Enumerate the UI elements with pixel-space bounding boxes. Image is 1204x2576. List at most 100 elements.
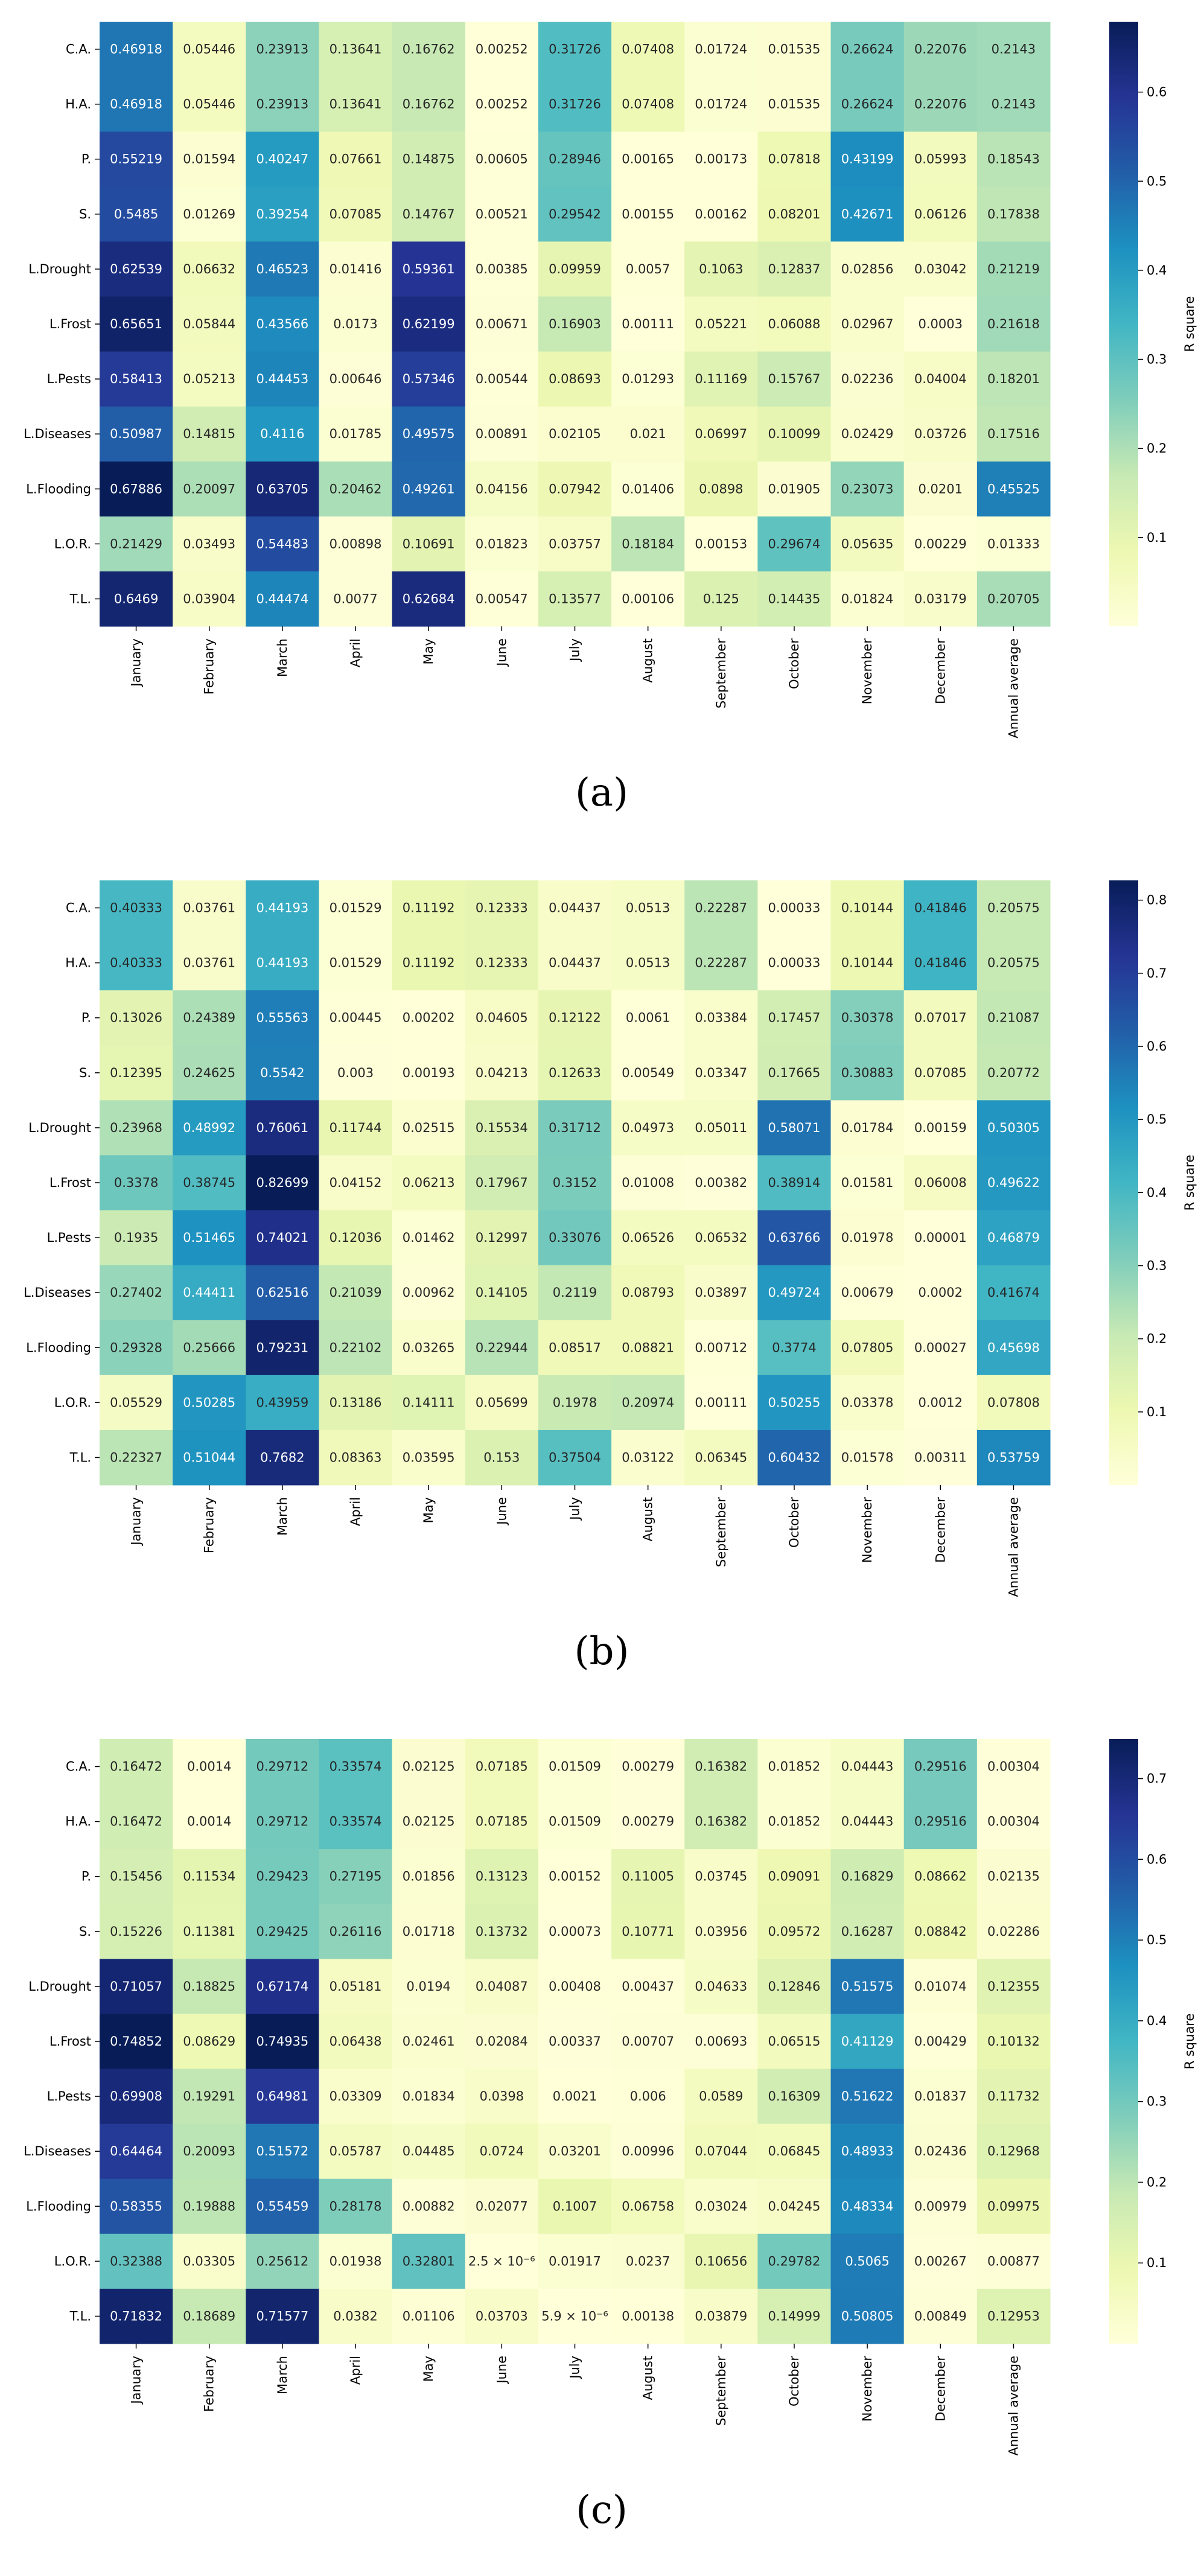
cell-value-label: 0.14875 xyxy=(403,152,455,167)
cell-value-label: 0.5065 xyxy=(845,2254,889,2268)
cell-value-label: 0.51575 xyxy=(841,1979,894,1994)
cell-value-label: 0.04485 xyxy=(403,2144,455,2158)
cell-value-label: 0.28946 xyxy=(549,152,601,167)
heatmap-cell xyxy=(173,2123,246,2180)
heatmap-cell xyxy=(100,1794,173,1849)
heatmap-cell xyxy=(903,1739,978,1795)
heatmap-cell xyxy=(976,990,1051,1046)
cell-value-label: 0.17516 xyxy=(987,427,1040,441)
row-label: L.Drought xyxy=(28,1979,91,1994)
heatmap-cell xyxy=(465,1849,539,1904)
heatmap-cell xyxy=(392,1320,466,1376)
panel-caption: (c) xyxy=(576,2488,628,2533)
cell-value-label: 0.51465 xyxy=(183,1230,235,1245)
cell-value-label: 0.0898 xyxy=(699,482,743,496)
cell-value-label: 0.13186 xyxy=(330,1395,382,1410)
cell-value-label: 0.00429 xyxy=(914,2034,967,2049)
cell-value-label: 0.65651 xyxy=(110,317,162,331)
cell-value-label: 0.38745 xyxy=(183,1175,235,1190)
heatmap-cell xyxy=(538,2123,612,2180)
cell-value-label: 0.05446 xyxy=(183,42,235,57)
heatmap-cell xyxy=(757,1375,832,1431)
cell-value-label: 0.14111 xyxy=(403,1395,455,1410)
cell-value-label: 0.69908 xyxy=(110,2089,162,2104)
heatmap-cell xyxy=(976,1739,1051,1795)
row-label: L.Frost xyxy=(49,317,91,331)
cell-value-label: 0.03309 xyxy=(330,2089,382,2104)
cell-value-label: 0.0513 xyxy=(626,956,670,970)
heatmap-cell xyxy=(246,461,319,517)
heatmap-cell xyxy=(246,1320,319,1376)
cell-value-label: 0.05221 xyxy=(695,317,747,331)
cell-value-label: 0.00027 xyxy=(914,1340,967,1355)
heatmap-cell xyxy=(684,1794,758,1849)
cell-value-label: 0.07017 xyxy=(914,1011,967,1025)
cell-value-label: 0.06515 xyxy=(768,2034,821,2049)
cell-value-label: 0.07808 xyxy=(987,1395,1040,1410)
cell-value-label: 0.05181 xyxy=(330,1979,382,1994)
heatmap-cell xyxy=(830,2123,905,2180)
heatmap-cell xyxy=(465,22,539,77)
cell-value-label: 5.9 × 10⁻⁶ xyxy=(541,2309,608,2323)
cell-value-label: 0.01834 xyxy=(403,2089,455,2104)
cell-value-label: 0.06758 xyxy=(622,2199,674,2213)
cell-value-label: 0.00549 xyxy=(622,1066,674,1080)
cell-value-label: 2.5 × 10⁻⁶ xyxy=(468,2254,535,2268)
heatmap-cell xyxy=(903,1100,978,1156)
column-labels: January February March April May June July Augu… xyxy=(129,1485,1021,1597)
cell-value-label: 0.00159 xyxy=(914,1121,967,1135)
heatmap-cell xyxy=(319,880,393,936)
cell-value-label: 0.14999 xyxy=(768,2309,821,2323)
heatmap-cell xyxy=(100,132,173,187)
cell-value-label: 0.09975 xyxy=(987,2199,1040,2213)
cell-value-label: 0.01008 xyxy=(622,1175,674,1190)
cell-value-label: 0.04437 xyxy=(549,956,601,970)
cell-value-label: 0.22287 xyxy=(695,901,747,915)
heatmap-cell xyxy=(830,516,905,572)
cell-value-label: 0.1063 xyxy=(699,262,743,276)
cell-value-label: 0.12355 xyxy=(987,1979,1040,1994)
heatmap-cell xyxy=(830,1265,905,1321)
heatmap-cell xyxy=(246,186,319,242)
cell-value-label: 0.18543 xyxy=(987,152,1040,167)
heatmap-cell xyxy=(319,2014,393,2070)
cell-value-label: 0.50255 xyxy=(768,1395,821,1410)
column-label: September xyxy=(714,2356,728,2426)
cell-value-label: 0.50987 xyxy=(110,427,162,441)
heatmap-cell xyxy=(538,1959,612,2014)
heatmap-cell xyxy=(246,2178,319,2234)
heatmap-cell xyxy=(100,516,173,572)
cell-value-label: 0.0201 xyxy=(919,482,963,496)
cell-value-label: 0.00849 xyxy=(914,2309,967,2323)
heatmap-cell xyxy=(830,880,905,936)
heatmap-cell xyxy=(611,2288,685,2344)
cell-value-label: 0.01535 xyxy=(768,42,821,57)
heatmap-cell xyxy=(976,77,1051,132)
cell-value-label: 0.05635 xyxy=(841,536,894,551)
heatmap-cell xyxy=(246,571,319,627)
cell-value-label: 0.40333 xyxy=(110,901,162,915)
heatmap-cell xyxy=(173,1265,246,1321)
cell-value-label: 0.15226 xyxy=(110,1924,162,1939)
heatmap-cell xyxy=(465,880,539,936)
heatmap-cell xyxy=(465,2014,539,2070)
cell-value-label: 0.14435 xyxy=(768,591,821,606)
cell-value-label: 0.01905 xyxy=(768,482,821,496)
cell-value-label: 0.03703 xyxy=(476,2309,528,2323)
row-label: S. xyxy=(79,207,91,221)
heatmap-cell xyxy=(100,935,173,991)
heatmap-cell xyxy=(465,2288,539,2344)
column-label: September xyxy=(714,638,728,708)
heatmap-cell xyxy=(684,1155,758,1211)
row-label: L.Diseases xyxy=(24,1285,91,1300)
column-label: May xyxy=(421,638,436,664)
heatmap-cell xyxy=(538,1100,612,1156)
heatmap-cell xyxy=(246,1045,319,1101)
heatmap-cell xyxy=(246,1430,319,1486)
heatmap-cell xyxy=(757,1210,832,1266)
heatmap-cell xyxy=(903,1849,978,1904)
heatmap-cell xyxy=(100,2123,173,2180)
colorbar-tick-label: 0.8 xyxy=(1147,893,1167,908)
row-label: H.A. xyxy=(65,1814,91,1829)
heatmap-cell xyxy=(173,1959,246,2014)
